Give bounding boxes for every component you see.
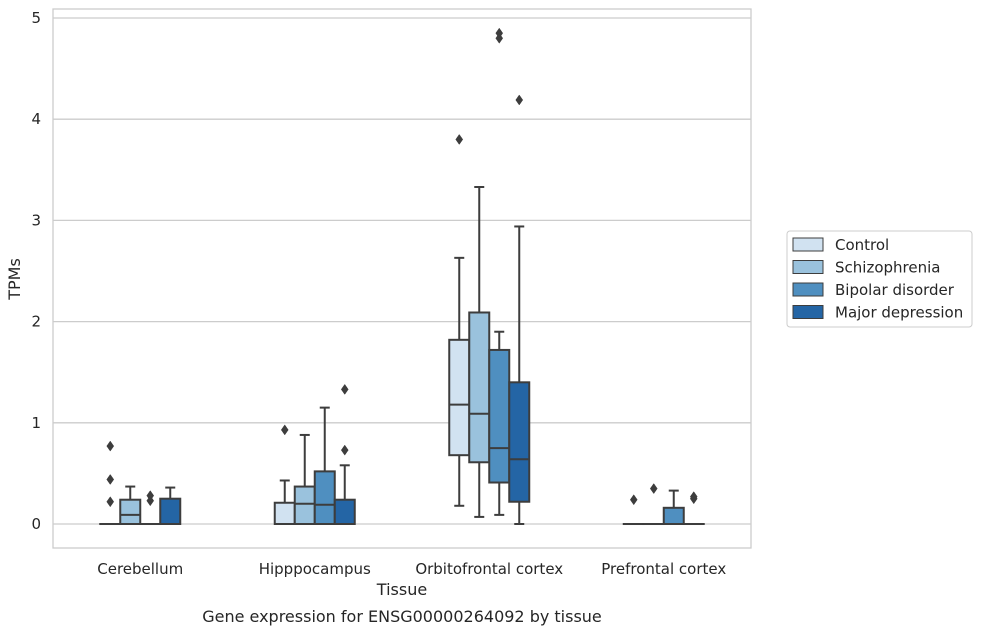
x-tick-label: Hipppocampus — [259, 560, 371, 578]
outlier-point — [689, 491, 698, 503]
box-body — [273, 501, 296, 525]
y-axis-label: TPMs — [5, 258, 24, 301]
series-schizophrenia — [119, 186, 665, 526]
outlier-point — [106, 496, 115, 508]
box — [273, 424, 296, 525]
outlier-point — [495, 27, 504, 39]
legend: Control Schizophrenia Bipolar disorder Majo… — [786, 230, 973, 328]
box-groups — [99, 27, 705, 526]
legend-label: Schizophrenia — [835, 259, 940, 277]
legend-swatch — [792, 282, 824, 297]
box — [468, 186, 491, 518]
legend-swatch — [792, 237, 824, 252]
x-axis-label: Tissue — [376, 580, 427, 599]
outlier-point — [455, 134, 464, 145]
box-body — [119, 498, 142, 526]
x-tick-label: Prefrontal cortex — [601, 560, 726, 578]
outlier-point — [629, 494, 638, 506]
legend-swatch — [792, 260, 824, 274]
box-body — [662, 506, 685, 526]
box-body — [313, 470, 336, 526]
plot-area — [52, 8, 752, 549]
x-axis-ticks: Cerebellum Hipppocampus Orbitofrontal cort… — [97, 560, 726, 578]
series-bipolar-disorder — [139, 27, 685, 526]
outlier-point — [649, 483, 658, 495]
legend-frame — [786, 230, 973, 328]
legend-swatch — [792, 305, 824, 319]
box — [139, 490, 162, 526]
box-body — [488, 348, 511, 484]
box — [662, 489, 685, 526]
chart-caption: Gene expression for ENSG00000264092 by t… — [202, 607, 602, 626]
box — [293, 433, 316, 525]
outlier-point — [515, 94, 524, 106]
x-tick-label: Orbitofrontal cortex — [415, 560, 563, 578]
series-major-depression — [159, 94, 705, 526]
box-body — [159, 497, 182, 526]
box — [313, 406, 336, 526]
box-body — [448, 338, 471, 457]
box — [508, 94, 531, 525]
y-tick-label: 3 — [31, 211, 41, 229]
box — [333, 383, 356, 526]
box — [682, 491, 705, 526]
y-tick-label: 1 — [31, 414, 41, 432]
y-axis-ticks: 0 1 2 3 4 5 — [31, 9, 41, 533]
legend-label: Control — [835, 236, 889, 254]
box-body — [293, 485, 316, 525]
series-control — [99, 134, 645, 526]
y-tick-label: 2 — [31, 313, 41, 331]
outlier-point — [106, 440, 115, 452]
y-tick-label: 5 — [31, 9, 41, 27]
box — [622, 494, 645, 526]
outlier-point — [340, 444, 349, 456]
legend-label: Major depression — [835, 304, 963, 322]
box — [159, 486, 182, 526]
outlier-point — [146, 490, 155, 502]
box — [119, 485, 142, 526]
box-body — [333, 498, 356, 526]
box-body — [468, 311, 491, 464]
box-body — [508, 381, 531, 503]
y-tick-label: 4 — [31, 110, 41, 128]
outlier-point — [340, 383, 349, 395]
outlier-point — [280, 424, 289, 436]
outlier-point — [106, 474, 115, 485]
x-tick-label: Cerebellum — [97, 560, 183, 578]
legend-label: Bipolar disorder — [835, 281, 955, 299]
y-tick-label: 0 — [31, 515, 41, 533]
